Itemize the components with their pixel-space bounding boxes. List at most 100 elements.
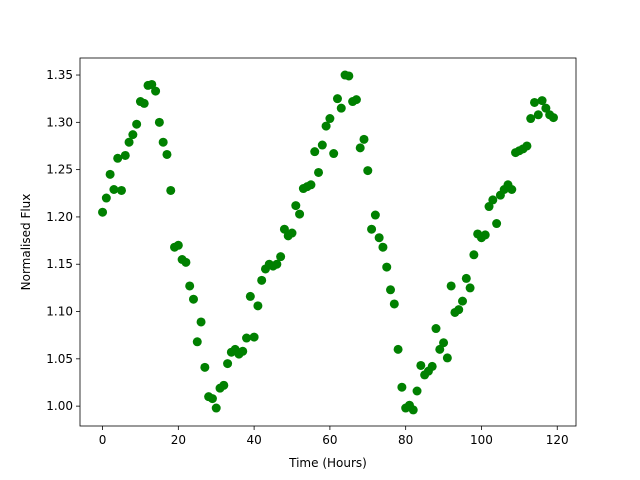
data-point (147, 79, 157, 89)
data-point (151, 86, 161, 96)
data-point (533, 110, 543, 120)
data-point (530, 97, 540, 107)
data-point (537, 96, 547, 106)
data-point (435, 344, 445, 354)
y-axis-label: Normalised Flux (19, 194, 33, 291)
data-point (484, 202, 494, 212)
data-point (310, 147, 320, 157)
data-point (139, 98, 149, 108)
y-tick-label: 1.00 (46, 399, 73, 413)
data-point (427, 361, 437, 371)
data-point (351, 95, 361, 105)
data-point (355, 143, 365, 153)
data-point (116, 185, 126, 195)
data-point (181, 257, 191, 267)
data-point (207, 394, 217, 404)
x-tick-label: 40 (246, 433, 261, 447)
data-point (370, 210, 380, 220)
data-point (124, 137, 134, 147)
data-point (386, 285, 396, 295)
data-point (276, 252, 286, 262)
data-point (374, 233, 384, 243)
data-point (245, 291, 255, 301)
data-point (253, 301, 263, 311)
data-point (329, 149, 339, 159)
data-point (408, 405, 418, 415)
data-point (469, 250, 479, 260)
y-tick-label: 1.20 (46, 210, 73, 224)
data-point (166, 185, 176, 195)
data-point (454, 305, 464, 315)
data-point (397, 382, 407, 392)
data-point (442, 353, 452, 363)
data-point (101, 193, 111, 203)
data-point (416, 360, 426, 370)
data-point (446, 281, 456, 291)
data-point (359, 134, 369, 144)
data-point (257, 275, 267, 285)
data-point (200, 362, 210, 372)
data-point (363, 166, 373, 176)
data-point (393, 344, 403, 354)
data-point (249, 332, 259, 342)
data-point (196, 317, 206, 327)
plot-frame (79, 57, 577, 427)
data-point (336, 103, 346, 113)
data-point (279, 224, 289, 234)
data-point (321, 121, 331, 131)
data-point (113, 153, 123, 163)
data-point (314, 167, 324, 177)
data-point (109, 184, 119, 194)
x-axis-label: Time (Hours) (288, 456, 367, 470)
data-point (128, 130, 138, 140)
data-point (317, 140, 327, 150)
data-point (188, 294, 198, 304)
data-point (526, 114, 536, 124)
data-point (412, 386, 422, 396)
data-point (287, 228, 297, 238)
data-point (465, 283, 475, 293)
y-tick-label: 1.35 (46, 68, 73, 82)
data-point (154, 117, 164, 127)
data-point (295, 209, 305, 219)
data-point (120, 150, 130, 160)
data-point (548, 113, 558, 123)
data-point (480, 230, 490, 240)
data-point (332, 94, 342, 104)
data-point (522, 141, 532, 151)
data-point (242, 333, 252, 343)
x-tick-label: 80 (398, 433, 413, 447)
data-point (325, 114, 335, 124)
data-point (192, 337, 202, 347)
data-point (344, 71, 354, 81)
data-point (458, 296, 468, 306)
data-point (132, 119, 142, 129)
data-point (238, 346, 248, 356)
data-point (439, 338, 449, 348)
y-tick-label: 1.10 (46, 305, 73, 319)
data-point (185, 281, 195, 291)
data-point (158, 137, 168, 147)
y-tick-label: 1.30 (46, 115, 73, 129)
x-tick-label: 120 (546, 433, 569, 447)
x-tick-label: 20 (171, 433, 186, 447)
data-point (488, 195, 498, 205)
data-point (541, 103, 551, 113)
y-tick-label: 1.15 (46, 257, 73, 271)
x-tick-label: 0 (99, 433, 107, 447)
data-point (105, 169, 115, 179)
data-point (223, 359, 233, 369)
data-point (492, 219, 502, 229)
data-point (507, 184, 517, 194)
data-point (98, 207, 108, 217)
x-tick-label: 100 (470, 433, 493, 447)
data-point (431, 324, 441, 334)
data-point (382, 262, 392, 272)
data-point (272, 259, 282, 269)
data-point (162, 149, 172, 159)
data-point (291, 201, 301, 211)
data-point (367, 224, 377, 234)
data-point (306, 180, 316, 190)
y-tick-label: 1.25 (46, 163, 73, 177)
